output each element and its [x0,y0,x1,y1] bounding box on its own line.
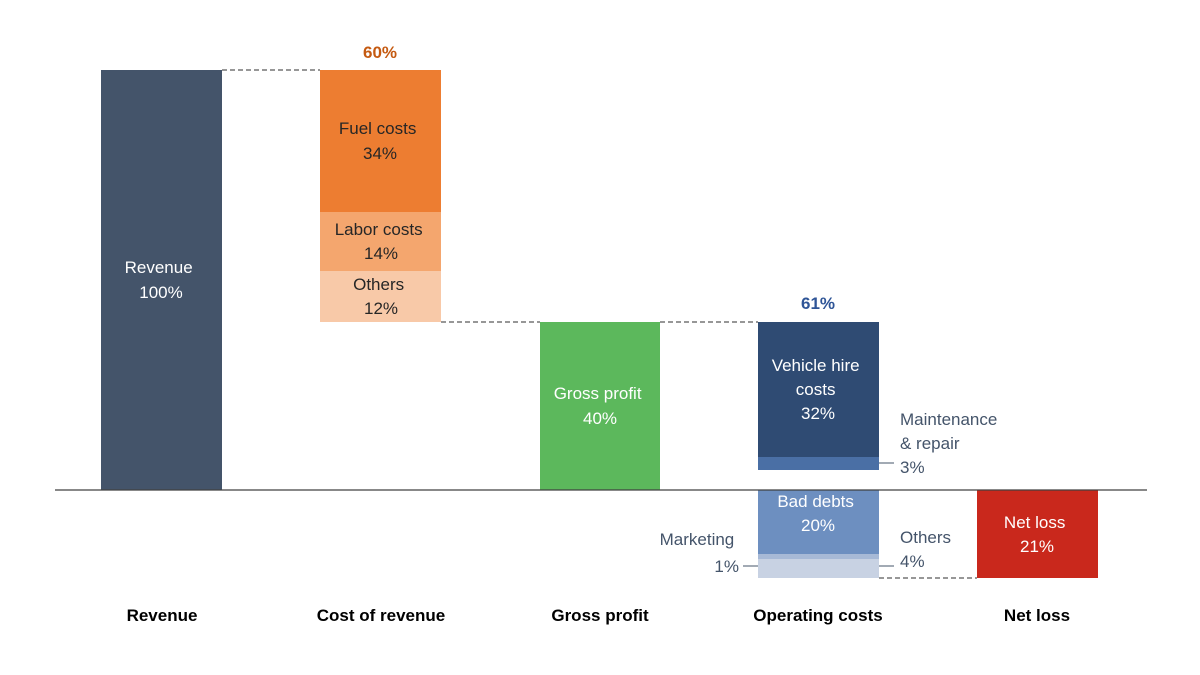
bar-bad-debts [758,490,879,554]
data-label-maintenance-value: 3% [900,458,925,477]
data-label-marketing: Marketing 1% [660,530,739,576]
bar-cost-others [320,271,441,322]
data-label-cost-others-value: 12% [364,299,398,318]
data-label-bad-debts-name: Bad debts [777,492,854,511]
data-label-vehicle-hire-line2: costs [796,380,836,399]
data-label-opex-others: Others 4% [900,528,956,571]
bar-fuel-costs [320,70,441,212]
data-label-marketing-value: 1% [714,557,739,576]
total-label-cost-of-revenue: 60% [363,43,397,62]
data-label-vehicle-hire-value: 32% [801,404,835,423]
data-label-cost-others-name: Others [353,275,404,294]
data-label-cost-others: Others 12% [353,275,409,318]
data-label-bad-debts-value: 20% [801,516,835,535]
data-label-net-loss: Net loss 21% [1004,513,1070,556]
data-label-labor-costs: Labor costs 14% [335,220,428,263]
connectors [222,69,977,579]
bars [101,70,1098,578]
data-label-gross-profit-value: 40% [583,409,617,428]
data-label-revenue: Revenue 100% [125,258,198,302]
bar-marketing [758,559,879,578]
bar-gross-profit [540,322,660,490]
total-label-operating-costs: 61% [801,294,835,313]
data-label-fuel-costs: Fuel costs 34% [339,119,421,163]
category-label-gross-profit: Gross profit [551,606,649,625]
data-label-fuel-costs-value: 34% [363,144,397,163]
data-label-opex-others-name: Others [900,528,951,547]
data-label-opex-others-value: 4% [900,552,925,571]
data-label-revenue-name: Revenue [125,258,193,277]
data-label-gross-profit-name: Gross profit [554,384,642,403]
bar-revenue [101,70,222,490]
bar-labor-costs [320,212,441,271]
category-label-revenue: Revenue [127,606,198,625]
data-label-vehicle-hire-line1: Vehicle hire [772,356,860,375]
bar-net-loss [977,490,1098,578]
data-label-labor-costs-name: Labor costs [335,220,423,239]
data-label-gross-profit: Gross profit 40% [554,384,647,428]
data-label-bad-debts: Bad debts 20% [777,492,858,535]
leader-lines [743,462,894,567]
bar-maintenance [758,457,879,470]
category-label-cost-of-revenue: Cost of revenue [317,606,445,625]
data-label-net-loss-value: 21% [1020,537,1054,556]
data-label-marketing-name: Marketing [660,530,735,549]
data-label-maintenance-line2: & repair [900,434,960,453]
category-label-operating-costs: Operating costs [753,606,882,625]
data-label-maintenance-line1: Maintenance [900,410,997,429]
bar-vehicle-hire [758,322,879,457]
data-label-revenue-value: 100% [139,283,182,302]
data-label-net-loss-name: Net loss [1004,513,1065,532]
bar-opex-others [758,554,879,559]
data-label-fuel-costs-name: Fuel costs [339,119,416,138]
data-label-labor-costs-value: 14% [364,244,398,263]
data-label-vehicle-hire: Vehicle hire costs 32% [772,356,865,423]
data-label-maintenance: Maintenance & repair 3% [900,410,1002,477]
category-label-net-loss: Net loss [1004,606,1070,625]
